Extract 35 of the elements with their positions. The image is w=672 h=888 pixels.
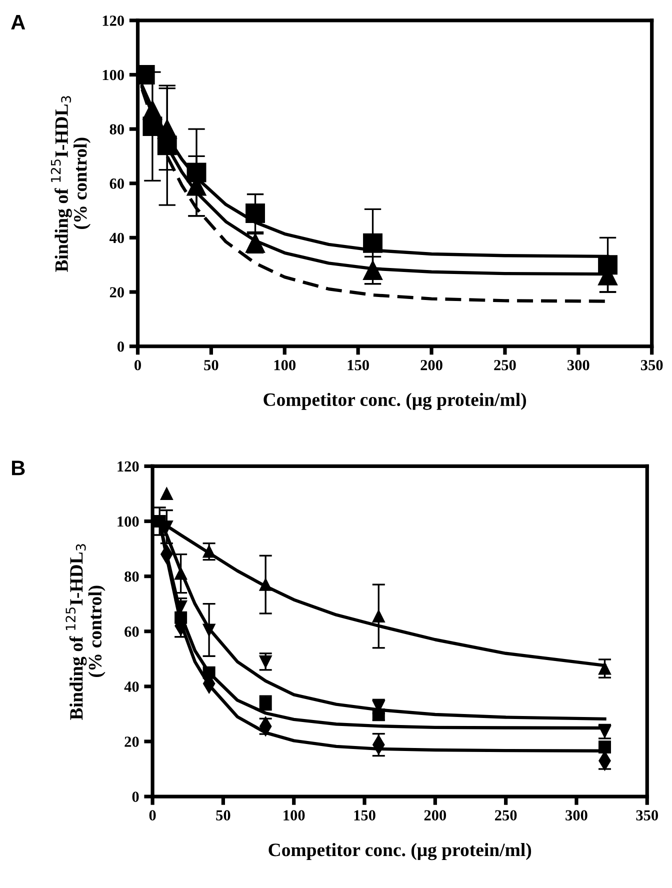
- x-tick-label: 300: [566, 810, 588, 820]
- x-axis-title: Competitor conc. (μg protein/ml): [264, 392, 526, 410]
- y-tick-label: 60: [110, 178, 124, 189]
- text: Binding of $^{125}$I-HDL$_{3}$ (% control): [50, 96, 91, 272]
- x-tick-label: 350: [636, 810, 658, 820]
- y-tick-label: 20: [110, 287, 124, 298]
- x-tick-label: 250: [495, 810, 517, 820]
- y-tick-label: 60: [124, 626, 139, 637]
- y-tick-label: 40: [110, 232, 124, 244]
- x-tick-label: 200: [420, 360, 442, 370]
- x-tick-label: 150: [348, 360, 369, 370]
- x-tick-label: 100: [274, 360, 296, 370]
- text: Binding of $^{125}$I-HDL$_{3}$ (% control): [66, 544, 106, 720]
- y-tick-label: 120: [118, 461, 139, 472]
- y-tick-label: 40: [124, 682, 139, 692]
- x-tick-label: 100: [284, 810, 305, 820]
- x-tick-label: 0: [149, 810, 156, 820]
- y-tick-label: 20: [124, 736, 139, 747]
- y-tick-label: 100: [118, 516, 139, 527]
- y-tick-label: 0: [118, 341, 124, 352]
- x-tick-label: 250: [494, 360, 516, 370]
- y-tick-label: 100: [102, 70, 124, 80]
- x-tick-label: 350: [640, 360, 663, 370]
- y-tick-label: 80: [124, 571, 139, 582]
- chart-title: A: [11, 15, 26, 30]
- y-tick-label: 80: [110, 124, 124, 135]
- x-tick-label: 150: [354, 810, 376, 820]
- x-tick-label: 200: [424, 810, 446, 820]
- x-tick-label: 50: [216, 810, 230, 820]
- x-tick-label: 50: [204, 360, 218, 370]
- y-tick-label: 120: [102, 16, 124, 26]
- chart-title: B: [12, 460, 25, 476]
- y-tick-label: 0: [132, 792, 139, 802]
- x-axis-title: Competitor conc. (μg protein/ml): [268, 843, 532, 860]
- x-tick-label: 300: [568, 360, 590, 370]
